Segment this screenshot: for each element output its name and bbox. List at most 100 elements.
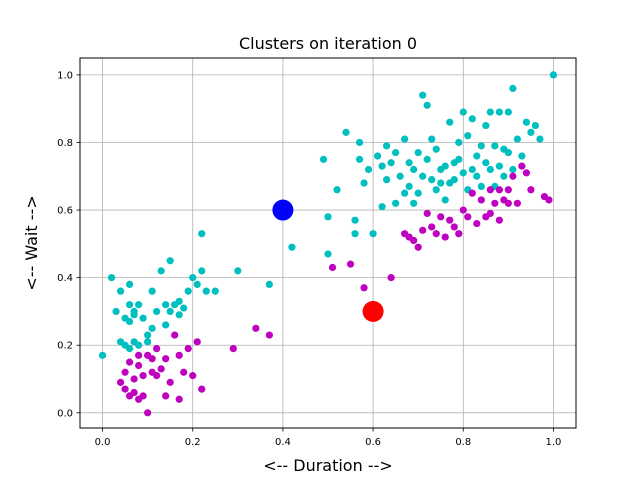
- data-point: [319, 155, 328, 163]
- data-point: [130, 375, 138, 383]
- data-point: [135, 351, 143, 359]
- data-point: [392, 149, 400, 157]
- data-point: [360, 284, 368, 292]
- data-point: [211, 287, 219, 295]
- data-point: [437, 213, 445, 221]
- data-point: [531, 121, 540, 130]
- data-point: [432, 186, 440, 194]
- data-point: [175, 351, 183, 359]
- data-point: [162, 355, 170, 363]
- x-tick-label: 0.2: [185, 437, 201, 448]
- data-point: [116, 287, 125, 295]
- data-point: [410, 199, 418, 207]
- data-point: [153, 307, 161, 316]
- data-point: [252, 324, 260, 332]
- data-point: [135, 301, 143, 309]
- data-point: [126, 317, 134, 326]
- data-point: [432, 145, 440, 153]
- data-point: [166, 257, 174, 265]
- data-point: [112, 307, 120, 316]
- data-point: [522, 169, 531, 177]
- data-point: [342, 128, 350, 136]
- data-point: [364, 165, 373, 174]
- data-point: [495, 186, 503, 194]
- data-point: [423, 155, 431, 163]
- data-point: [144, 331, 152, 339]
- data-point: [184, 287, 192, 295]
- data-point: [455, 138, 463, 147]
- data-point: [107, 274, 116, 282]
- data-point: [504, 199, 512, 207]
- data-point: [157, 365, 165, 373]
- data-point: [126, 301, 134, 309]
- data-point: [153, 372, 161, 380]
- data-point: [405, 182, 413, 191]
- data-point: [162, 321, 170, 329]
- data-point: [130, 311, 138, 319]
- y-tick-label: 0.6: [57, 206, 73, 217]
- data-point: [126, 358, 134, 366]
- data-point: [441, 162, 449, 170]
- y-tick-label: 0.0: [57, 408, 73, 419]
- data-point: [324, 250, 332, 258]
- data-point: [166, 378, 174, 386]
- x-axis-label: <-- Duration -->: [263, 456, 393, 475]
- data-point: [189, 274, 197, 282]
- data-point: [477, 142, 485, 150]
- data-point: [157, 267, 165, 275]
- data-point: [450, 176, 458, 184]
- data-point: [513, 199, 521, 207]
- data-point: [527, 128, 535, 136]
- data-point: [374, 152, 382, 160]
- data-point: [175, 311, 183, 319]
- data-point: [328, 263, 337, 272]
- data-point: [171, 331, 179, 339]
- y-tick-label: 0.8: [57, 138, 73, 149]
- data-point: [401, 189, 409, 197]
- data-point: [549, 71, 558, 79]
- data-point: [387, 274, 395, 282]
- data-point: [536, 135, 544, 143]
- data-point: [437, 179, 445, 187]
- y-axis-label: <-- Wait -->: [22, 195, 41, 290]
- data-point: [527, 186, 535, 194]
- data-point: [265, 331, 273, 339]
- data-point: [405, 159, 413, 167]
- data-point: [351, 216, 359, 224]
- data-point: [162, 301, 170, 309]
- data-point: [148, 324, 156, 332]
- data-point: [175, 297, 183, 305]
- data-point: [383, 176, 391, 184]
- data-point: [121, 385, 129, 393]
- data-point: [419, 172, 427, 180]
- plot-area-frame: [79, 57, 577, 429]
- data-points: [98, 71, 558, 417]
- data-point: [428, 176, 436, 184]
- series-1: [116, 162, 553, 417]
- data-point: [144, 338, 152, 346]
- data-point: [139, 372, 147, 380]
- data-point: [446, 216, 454, 224]
- data-point: [148, 355, 156, 363]
- data-point: [324, 213, 332, 221]
- data-point: [468, 115, 476, 123]
- data-point: [468, 165, 476, 174]
- data-point: [193, 338, 201, 346]
- data-point: [198, 267, 206, 275]
- data-point: [491, 142, 499, 150]
- data-point: [491, 199, 499, 207]
- data-point: [355, 155, 364, 163]
- data-point: [464, 213, 472, 221]
- data-point: [509, 165, 517, 174]
- data-point: [378, 203, 386, 211]
- data-point: [410, 165, 418, 174]
- data-point: [459, 169, 467, 177]
- data-point: [441, 196, 449, 204]
- data-point: [121, 368, 129, 376]
- data-point: [184, 344, 192, 353]
- y-axis-ticks: 0.0 0.2 0.4 0.6 0.8 1.0: [57, 70, 80, 419]
- data-point: [509, 84, 517, 93]
- data-point: [486, 186, 494, 194]
- data-point: [396, 172, 404, 180]
